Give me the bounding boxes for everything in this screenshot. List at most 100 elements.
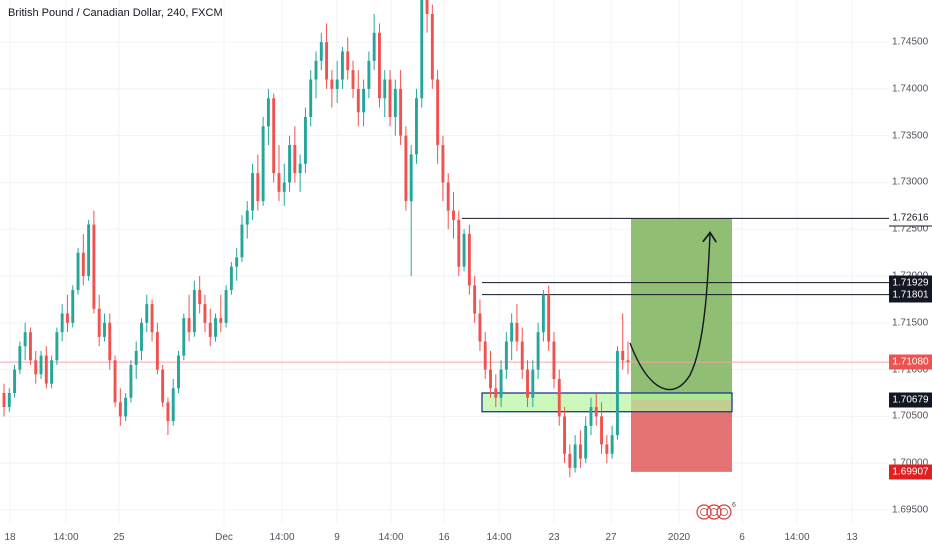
candle-body <box>621 350 625 361</box>
candle <box>372 14 376 71</box>
candle <box>229 262 233 295</box>
candle <box>161 364 165 408</box>
candle-body <box>541 294 545 333</box>
candle <box>340 46 344 89</box>
candle-body <box>60 313 64 333</box>
candle <box>134 341 138 379</box>
candle-body <box>346 51 350 71</box>
candle-body <box>266 98 270 127</box>
candle <box>425 0 429 33</box>
candle-body <box>214 318 217 337</box>
time-axis-label: 14:00 <box>486 532 512 543</box>
candle <box>319 32 323 71</box>
time-axis-label: 14:00 <box>378 532 404 543</box>
candle-body <box>563 416 566 454</box>
candle-body <box>351 70 355 89</box>
candle-body <box>155 332 159 370</box>
candle-body <box>235 257 239 267</box>
candle-body <box>552 341 556 379</box>
candle-body <box>140 322 143 351</box>
candle <box>108 313 112 370</box>
candle <box>557 369 561 426</box>
candle <box>76 247 80 295</box>
candle <box>44 346 48 389</box>
candle-body <box>224 290 228 323</box>
time-axis-label: 16 <box>438 532 450 543</box>
candle-body <box>457 219 461 267</box>
price-tag: 1.71801 <box>889 287 932 303</box>
candle <box>113 355 117 408</box>
candle <box>309 70 313 127</box>
candle-body <box>87 224 91 277</box>
candle <box>584 416 588 464</box>
candle-body <box>446 182 450 211</box>
candle-body <box>478 313 482 342</box>
candle <box>81 233 85 286</box>
candle <box>383 70 387 117</box>
candle <box>293 126 297 183</box>
candle <box>404 126 408 211</box>
time-axis-label: 2020 <box>667 532 691 543</box>
time-axis[interactable] <box>0 524 889 550</box>
candle <box>240 215 244 262</box>
candle <box>420 0 424 108</box>
candle <box>393 79 397 136</box>
price-chart[interactable] <box>0 0 889 524</box>
candle-body <box>256 173 260 202</box>
candle <box>87 219 91 281</box>
tradingview-logo-icon[interactable]: 6 <box>696 500 736 522</box>
candle <box>235 247 239 281</box>
time-axis-label: 14:00 <box>784 532 810 543</box>
candle-body <box>515 322 519 342</box>
candle-body <box>520 341 524 370</box>
horizontal-lines <box>0 217 889 363</box>
candle-body <box>573 444 577 468</box>
candle <box>219 294 223 333</box>
candle-body <box>113 360 117 403</box>
candle <box>118 388 122 426</box>
candle-body <box>319 42 323 61</box>
candle <box>298 154 302 192</box>
candle <box>346 37 350 80</box>
candle <box>335 60 339 103</box>
candle-body <box>134 350 138 365</box>
candle-body <box>340 51 344 80</box>
candle <box>261 116 265 206</box>
candle-body <box>298 163 302 174</box>
candle-body <box>66 313 69 323</box>
grid-lines <box>0 0 889 524</box>
candle <box>483 332 487 379</box>
candle <box>478 299 482 351</box>
candle-body <box>388 79 392 117</box>
candle <box>430 4 434 89</box>
candle <box>245 201 249 239</box>
candle-body <box>245 210 249 225</box>
candle <box>2 383 6 417</box>
candle <box>192 280 196 337</box>
candle-body <box>489 369 492 389</box>
time-axis-label: 13 <box>846 532 858 543</box>
candle <box>7 388 11 412</box>
logo-badge-count: 6 <box>732 502 736 509</box>
candle <box>589 397 593 436</box>
candle-body <box>187 318 191 333</box>
candle <box>568 444 572 478</box>
price-axis-label: 1.74000 <box>892 83 929 95</box>
candle <box>277 145 281 202</box>
candle-body <box>615 350 619 436</box>
price-axis[interactable] <box>889 0 932 524</box>
candle-body <box>610 435 614 454</box>
candle-body <box>129 364 133 398</box>
candle <box>282 163 286 206</box>
candle <box>578 430 582 468</box>
candle-body <box>161 369 165 403</box>
projection-arrow <box>629 234 710 391</box>
candle <box>467 224 471 295</box>
candle <box>66 294 69 333</box>
candle-body <box>430 14 434 80</box>
candle-body <box>198 290 202 305</box>
candle-body <box>330 79 334 89</box>
candle-body <box>97 308 101 337</box>
candle-body <box>325 42 329 80</box>
